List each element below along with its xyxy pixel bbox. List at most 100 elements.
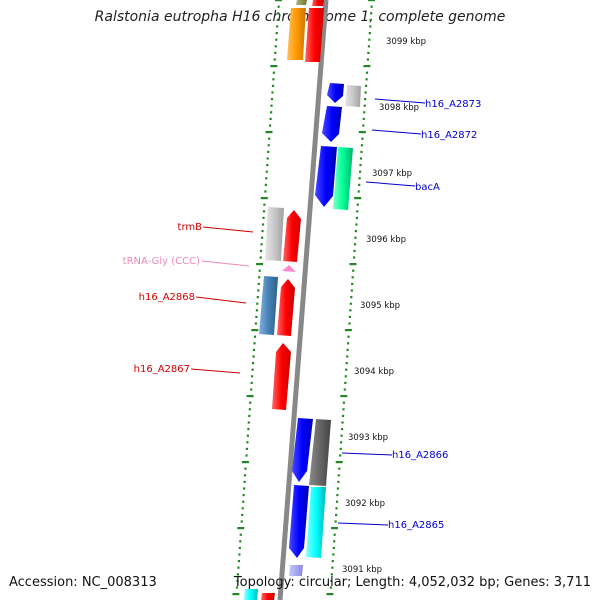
tick-mark	[255, 309, 258, 312]
tick-mark	[363, 65, 371, 68]
gene-arrow-h16-a2868[interactable]	[259, 276, 278, 335]
gene-label[interactable]: h16_A2872	[421, 130, 477, 141]
tick-mark	[335, 500, 339, 503]
gene-label[interactable]: h16_A2866	[392, 450, 448, 461]
tick-mark	[261, 230, 264, 233]
tick-mark	[343, 388, 346, 391]
tick-mark	[239, 540, 242, 543]
tick-mark	[336, 487, 339, 490]
tick-mark	[276, 25, 279, 28]
tick-mark	[244, 467, 247, 470]
tick-mark	[270, 65, 278, 68]
tick-mark	[347, 342, 350, 345]
tick-mark	[349, 302, 352, 305]
gene-arrow-olive[interactable]	[296, 0, 307, 5]
tick-mark	[252, 355, 255, 358]
tick-mark	[354, 236, 357, 239]
tick-mark	[251, 375, 254, 378]
tick-mark	[354, 230, 357, 233]
leader-h16-a2873	[374, 98, 426, 104]
tick-mark	[275, 38, 278, 41]
tick-mark	[260, 197, 268, 200]
tick-mark	[335, 461, 343, 464]
leader-h16-a2866	[341, 452, 393, 456]
tick-mark	[258, 276, 261, 279]
tick-mark	[359, 170, 362, 173]
tick-mark	[340, 441, 343, 444]
trna-gly-marker[interactable]	[282, 265, 296, 272]
tick-mark	[333, 533, 336, 536]
gene-label[interactable]: bacA	[415, 182, 440, 193]
tick-mark	[243, 487, 246, 490]
gene-label[interactable]: h16_A2868	[139, 292, 195, 303]
gene-label[interactable]: h16_A2873	[425, 99, 481, 110]
tick-mark	[368, 38, 371, 41]
gene-arrow-baca[interactable]	[333, 147, 353, 210]
tick-mark	[238, 546, 241, 549]
leader-h16-a2865	[337, 522, 389, 526]
tick-mark	[329, 586, 333, 589]
gene-arrow-h16-a2873-blue[interactable]	[327, 83, 344, 103]
gene-label[interactable]: trmB	[178, 222, 203, 233]
tick-mark	[270, 111, 273, 114]
gene-arrow-h16-a2867[interactable]	[272, 343, 291, 410]
tick-mark	[363, 104, 366, 107]
tick-mark	[262, 210, 266, 213]
leader-baca	[365, 181, 416, 187]
tick-mark	[242, 494, 245, 497]
tick-mark	[259, 256, 262, 259]
tick-mark	[253, 335, 257, 338]
gene-arrow-lavender[interactable]	[289, 565, 303, 576]
tick-mark	[272, 71, 275, 74]
gene-arrow-blue-3097[interactable]	[315, 146, 337, 207]
tick-mark	[337, 480, 340, 483]
gene-label[interactable]: h16_A2865	[388, 520, 444, 531]
tick-mark	[351, 276, 354, 279]
gene-arrow-red-bottom[interactable]	[261, 593, 275, 600]
tick-mark	[236, 579, 239, 582]
tick-mark	[369, 25, 372, 28]
gene-arrow-red-2[interactable]	[305, 8, 324, 62]
tick-mark	[338, 467, 341, 470]
gene-arrow-orange[interactable]	[287, 8, 306, 60]
gene-arrow-blue-3092[interactable]	[289, 485, 309, 558]
tick-mark	[350, 296, 353, 299]
tick-mark	[272, 78, 275, 81]
tick-mark	[365, 78, 368, 81]
tick-mark	[250, 381, 253, 384]
gene-arrow-blue-3093[interactable]	[292, 418, 313, 482]
tick-mark	[360, 150, 363, 153]
gene-arrow-trmb[interactable]	[265, 207, 284, 261]
tick-mark	[353, 256, 356, 259]
gene-arrow-red-trmb[interactable]	[283, 210, 301, 262]
tick-mark	[344, 381, 347, 384]
tick-mark	[368, 0, 375, 2]
tick-label: 3091 kbp	[342, 565, 382, 575]
gene-arrow-cyan-bottom[interactable]	[244, 589, 258, 600]
features	[244, 0, 361, 600]
tick-mark	[356, 210, 359, 213]
gene-arrow-h16-a2872[interactable]	[322, 106, 342, 142]
accession-text: Accession: NC_008313	[9, 575, 157, 590]
gene-labels: h16_A2873 h16_A2872 bacA h16_A2866 h16_A…	[123, 99, 482, 531]
tick-mark	[348, 315, 351, 318]
tick-mark	[368, 32, 371, 35]
tick-mark	[266, 164, 269, 167]
tick-mark	[359, 157, 363, 160]
gene-arrow-h16-a2873[interactable]	[345, 85, 361, 107]
gene-arrow-h16-a2865[interactable]	[306, 487, 326, 558]
tick-mark	[252, 348, 256, 351]
gene-label[interactable]: tRNA-Gly (CCC)	[123, 256, 200, 267]
tick-mark	[339, 447, 342, 450]
tick-mark	[269, 117, 272, 120]
tick-mark	[369, 18, 372, 21]
tick-mark	[348, 322, 351, 325]
gene-arrow-red-2868[interactable]	[277, 279, 295, 336]
tick-mark	[331, 560, 334, 563]
tick-mark	[237, 560, 240, 563]
gene-label[interactable]: h16_A2867	[134, 364, 190, 375]
gene-arrow-red-top[interactable]	[312, 0, 324, 6]
tick-mark	[275, 32, 278, 35]
tick-mark	[354, 197, 362, 200]
gene-arrow-h16-a2866[interactable]	[309, 419, 331, 486]
